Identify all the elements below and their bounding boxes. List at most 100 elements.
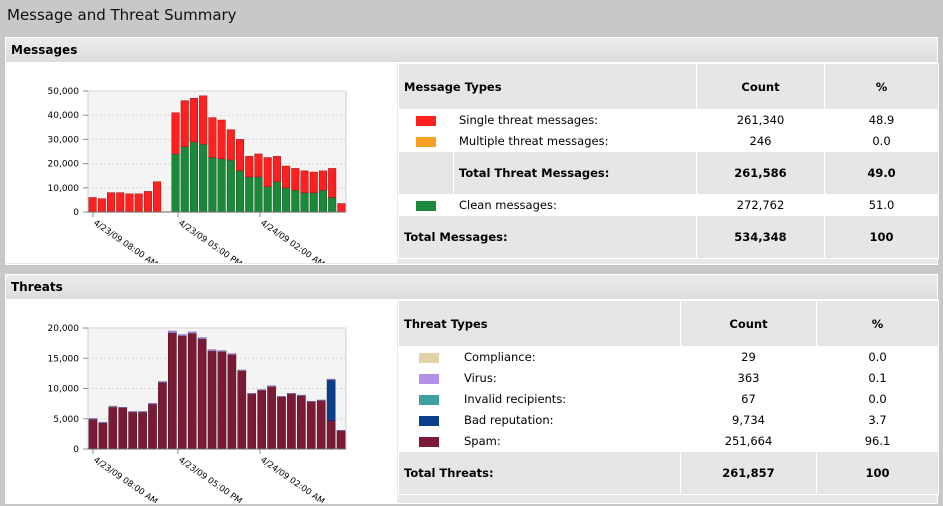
x-tick-label: 4/24/09 02:00 AM: [258, 218, 326, 263]
y-tick-label: 15,000: [48, 354, 80, 364]
bar-clean-messages: [245, 176, 254, 213]
bar-single-threat-messages: [300, 170, 309, 193]
multiple-threat-swatch: [416, 136, 436, 147]
total-pct: 100: [816, 451, 939, 495]
y-tick-label: 0: [73, 445, 79, 455]
subtotal-label: Total Threat Messages:: [453, 151, 697, 195]
bar-single-threat-messages: [199, 95, 208, 145]
message-types-table: Message Types Count % Single threat mess…: [398, 63, 939, 259]
bar-single-threat-messages: [337, 203, 346, 213]
bar-single-threat-messages: [291, 168, 300, 191]
bar-bad-reputation: [326, 379, 336, 421]
bar-spam: [287, 393, 296, 450]
bar-single-threat-messages: [254, 153, 263, 178]
bar-single-threat-messages: [143, 191, 152, 213]
table-row: Compliance: 29 0.0: [398, 346, 939, 368]
row-pct: 51.0: [824, 194, 939, 216]
table-row: Clean messages: 272,762 51.0: [398, 194, 939, 216]
bar-single-threat-messages: [263, 157, 272, 187]
row-count: 67: [680, 388, 817, 410]
bar-virus: [267, 385, 276, 387]
bar-clean-messages: [309, 192, 318, 213]
row-pct: 0.0: [816, 388, 939, 410]
bar-clean-messages: [272, 181, 281, 213]
bar-clean-messages: [291, 189, 300, 213]
y-tick-label: 50,000: [48, 87, 80, 97]
count-header: Count: [680, 300, 817, 347]
bar-virus: [247, 393, 257, 395]
row-label: Compliance:: [458, 346, 681, 368]
bar-spam: [138, 411, 147, 450]
total-pct: 100: [824, 215, 939, 259]
x-tick-label: 4/23/09 05:00 PM: [176, 455, 243, 503]
invalid-recipients-swatch: [418, 394, 439, 405]
bar-virus: [297, 394, 306, 397]
bar-spam: [88, 419, 98, 450]
bar-single-threat-messages: [180, 100, 189, 147]
row-count: 29: [680, 346, 817, 368]
subtotal-pct: 49.0: [824, 151, 939, 195]
bar-single-threat-messages: [189, 98, 198, 143]
bar-spam: [277, 396, 286, 450]
bar-spam: [297, 395, 306, 450]
bar-virus: [118, 407, 128, 409]
bar-virus: [187, 331, 197, 334]
row-label: Clean messages:: [453, 194, 697, 216]
bar-spam: [108, 407, 118, 450]
bar-virus: [197, 337, 207, 340]
total-row: Total Messages: 534,348 100: [398, 215, 939, 259]
x-tick-label: 4/23/09 08:00 AM: [91, 455, 159, 503]
bar-single-threat-messages: [171, 112, 180, 155]
bar-clean-messages: [208, 157, 217, 213]
y-tick-label: 40,000: [48, 111, 80, 121]
bar-single-threat-messages: [217, 119, 226, 160]
row-pct: 0.0: [816, 346, 939, 368]
bar-spam: [336, 430, 346, 450]
bar-spam: [158, 382, 167, 450]
y-tick-label: 0: [73, 208, 79, 218]
y-tick-label: 20,000: [48, 160, 80, 170]
messages-panel-header: Messages: [6, 38, 937, 63]
row-count: 246: [696, 130, 825, 152]
bar-virus: [177, 334, 187, 337]
bar-spam: [148, 403, 157, 450]
total-count: 261,857: [680, 451, 817, 495]
bar-spam: [98, 422, 108, 450]
bar-single-threat-messages: [272, 156, 281, 182]
bar-spam: [267, 386, 276, 450]
total-label: Total Messages:: [398, 215, 697, 259]
threats-panel-header: Threats: [6, 275, 937, 300]
total-label: Total Threats:: [398, 451, 681, 495]
threats-panel: Threats 0 5,000 10,000 15,000 20,000 4/23/09 …: [5, 274, 939, 504]
bar-single-threat-messages: [245, 156, 254, 178]
subtotal-row: Total Threat Messages: 261,586 49.0: [398, 151, 939, 195]
clean-swatch: [416, 200, 436, 211]
row-pct: 3.7: [816, 409, 939, 431]
bar-clean-messages: [180, 146, 189, 213]
bar-clean-messages: [282, 187, 291, 213]
row-pct: 0.1: [816, 367, 939, 389]
threats-chart: 0 5,000 10,000 15,000 20,000 4/23/09 08:00 AM…: [6, 300, 397, 503]
bar-spam: [237, 370, 247, 450]
compliance-swatch: [418, 352, 439, 363]
single-threat-swatch: [416, 115, 436, 126]
bar-single-threat-messages: [208, 117, 217, 158]
bar-spam: [128, 411, 137, 450]
bar-virus: [148, 403, 157, 405]
bar-spam: [168, 332, 177, 450]
page-title: Message and Threat Summary: [7, 6, 237, 24]
pct-header: %: [816, 300, 939, 347]
row-pct: 96.1: [816, 430, 939, 452]
bar-virus: [217, 350, 227, 352]
threats-chart-svg: 0 5,000 10,000 15,000 20,000 4/23/09 08:00 AM…: [48, 324, 347, 503]
x-tick-label: 4/23/09 08:00 AM: [91, 218, 159, 263]
threat-types-header: Threat Types: [398, 300, 681, 347]
bar-virus: [98, 422, 108, 424]
table-row: Multiple threat messages: 246 0.0: [398, 130, 939, 152]
row-pct: 0.0: [824, 130, 939, 152]
table-row: Virus: 363 0.1: [398, 367, 939, 389]
row-count: 9,734: [680, 409, 817, 431]
bar-clean-messages: [318, 189, 327, 213]
pct-header: %: [824, 63, 939, 110]
bar-single-threat-messages: [134, 193, 143, 213]
